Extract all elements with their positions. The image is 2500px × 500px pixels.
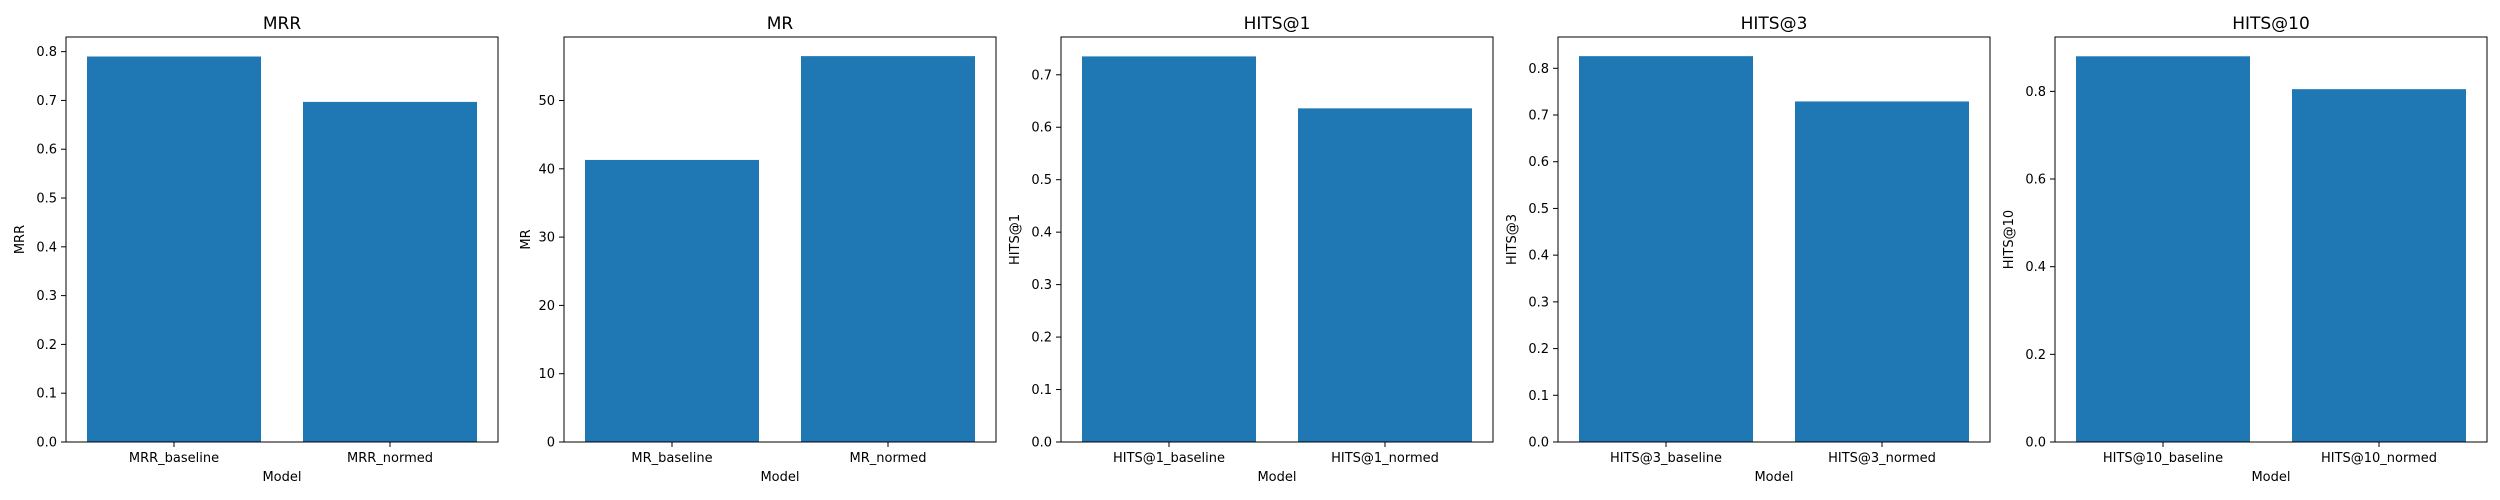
chart-4-xlabel: Model [1754,470,1793,485]
chart-4-ytick-label: 0.6 [1528,155,1549,170]
chart-2-bar-1 [585,159,759,442]
chart-2-title: MR [767,14,794,34]
chart-1-xlabel: Model [262,470,301,485]
chart-1-xtick-label: MRR_baseline [129,451,219,466]
chart-3-ytick-label: 0.0 [1031,436,1052,451]
chart-4-ytick-label: 0.7 [1528,109,1549,124]
chart-3-ytick-label: 0.5 [1031,173,1052,188]
chart-3-ytick-label: 0.2 [1031,331,1052,346]
chart-4-ytick-label: 0.5 [1528,202,1549,217]
chart-5-ytick-label: 0.8 [2025,85,2046,100]
chart-3-bar-1 [1082,56,1256,443]
chart-1-xtick-label: MRR_normed [347,451,433,466]
chart-1-ytick-label: 0.3 [36,289,57,304]
chart-5-ytick-label: 0.4 [2025,260,2046,275]
chart-4-ytick-label: 0.3 [1528,295,1549,310]
chart-5-axes-frame [2054,36,2488,443]
chart-4-title: HITS@3 [1741,14,1808,34]
chart-4-ytick-label: 0.1 [1528,389,1549,404]
chart-5-ytick-label: 0.2 [2025,348,2046,363]
chart-1-bar-1 [87,56,261,443]
chart-3-xtick-label: HITS@1_normed [1331,451,1439,466]
chart-3-ytick-label: 0.3 [1031,278,1052,293]
chart-1-ytick-label: 0.4 [36,240,57,255]
chart-5-bar-2 [2292,89,2466,442]
chart-3-ylabel: HITS@1 [1008,214,1023,265]
chart-3-ytick-label: 0.4 [1031,226,1052,241]
chart-4-xtick-label: HITS@3_baseline [1610,451,1722,466]
chart-1-ytick-label: 0.8 [36,45,57,60]
chart-2-axes-frame [563,36,997,443]
chart-4-ytick-label: 0.0 [1528,436,1549,451]
chart-2-xtick-label: MR_normed [850,451,927,466]
chart-2-ytick-label: 0 [547,436,555,451]
chart-1-ytick-label: 0.5 [36,192,57,207]
chart-5-xtick-label: HITS@10_normed [2321,451,2437,466]
chart-5-ytick-label: 0.0 [2025,436,2046,451]
chart-1-ytick-label: 0.6 [36,143,57,158]
chart-3-ytick-label: 0.7 [1031,68,1052,83]
chart-1-bar-2 [303,101,477,443]
chart-3-ytick-label: 0.6 [1031,121,1052,136]
chart-1-ytick-label: 0.7 [36,94,57,109]
chart-5-ytick-label: 0.6 [2025,173,2046,188]
chart-5-bar-1 [2076,56,2250,443]
chart-4-ytick-label: 0.2 [1528,342,1549,357]
chart-4-axes-frame [1557,36,1991,443]
chart-3-bar-2 [1298,108,1472,442]
chart-2-ytick-label: 20 [538,299,555,314]
chart-2-ytick-label: 10 [538,367,555,382]
chart-3-ytick-label: 0.1 [1031,383,1052,398]
chart-1-ylabel: MRR [13,225,28,254]
chart-3-axes-frame [1060,36,1494,443]
chart-4-bar-2 [1795,101,1969,442]
chart-1-ytick-label: 0.0 [36,436,57,451]
chart-2-ytick-label: 30 [538,231,555,246]
chart-5-ylabel: HITS@10 [2002,210,2017,269]
chart-3-xtick-label: HITS@1_baseline [1113,451,1225,466]
chart-1-ytick-label: 0.2 [36,338,57,353]
chart-5-xtick-label: HITS@10_baseline [2103,451,2223,466]
chart-2-ytick-label: 50 [538,94,555,109]
chart-2-xlabel: Model [760,470,799,485]
chart-2-bar-2 [801,56,975,442]
chart-1-ytick-label: 0.1 [36,387,57,402]
chart-1-title: MRR [263,14,301,34]
chart-4-xtick-label: HITS@3_normed [1828,451,1936,466]
chart-1-axes-frame [65,36,499,443]
chart-4-ylabel: HITS@3 [1505,214,1520,265]
chart-2-xtick-label: MR_baseline [631,451,712,466]
chart-5-title: HITS@10 [2232,14,2310,34]
chart-4-bar-1 [1579,56,1753,442]
chart-2-ytick-label: 40 [538,162,555,177]
chart-3-title: HITS@1 [1244,14,1311,34]
chart-3-xlabel: Model [1257,470,1296,485]
chart-4-ytick-label: 0.4 [1528,249,1549,264]
chart-5-xlabel: Model [2251,470,2290,485]
chart-4-ytick-label: 0.8 [1528,62,1549,77]
chart-2-ylabel: MR [519,229,534,249]
